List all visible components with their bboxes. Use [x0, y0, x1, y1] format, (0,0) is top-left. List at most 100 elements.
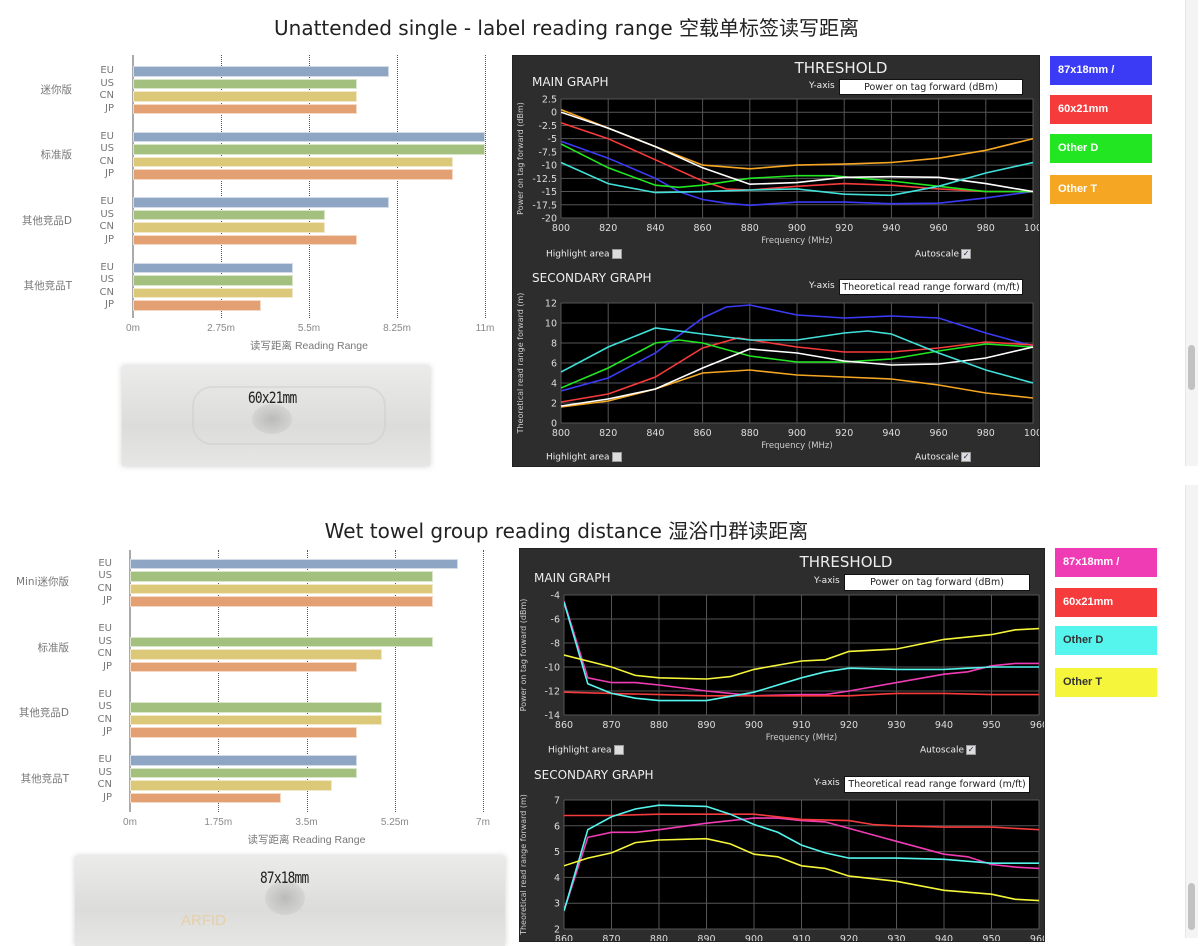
x-tick-label: 880 — [741, 223, 759, 234]
x-tick-label: 860 — [694, 428, 712, 439]
region-label: EU — [100, 196, 114, 207]
main-yaxis-select[interactable]: Power on tag forward (dBm) — [844, 574, 1030, 591]
y-tick-label: -14 — [544, 711, 560, 722]
secondary-highlight-area-checkbox[interactable]: Highlight area — [546, 452, 622, 463]
tag-label: 60x21mm — [248, 388, 297, 407]
checkbox-checked-icon[interactable]: ✓ — [961, 249, 972, 259]
scrollbar-thumb[interactable] — [1188, 883, 1195, 930]
bar-cn — [130, 780, 332, 791]
highlight-area-label: Highlight area — [546, 249, 610, 260]
graphs-svg-2: 860 870 880 890 900 910 920 930 940 950 960 -4 -6 -8 -… — [520, 591, 1044, 942]
tag-chip — [252, 404, 292, 434]
series-line-2 — [561, 143, 1033, 193]
tag-label: 87x18mm — [260, 868, 309, 887]
legend-item[interactable]: Other T — [1050, 175, 1152, 204]
main-autoscale-checkbox[interactable]: Autoscale ✓ — [915, 249, 972, 260]
legend-item[interactable]: 60x21mm — [1050, 95, 1152, 124]
region-label: JP — [103, 791, 112, 803]
bar-jp — [130, 596, 433, 607]
secondary-yaxis-select[interactable]: Theoretical read range forward (m/ft) — [844, 776, 1030, 793]
main-yaxis-label: Y-axis — [809, 81, 835, 91]
series-line-3 — [564, 837, 1039, 902]
x-tick-label: 11m — [475, 323, 495, 334]
region-label: EU — [100, 261, 114, 273]
y-tick-label: -5 — [548, 134, 557, 145]
scrollbar-section-2[interactable] — [1185, 485, 1198, 938]
tag-chip — [265, 881, 305, 915]
region-label: US — [100, 274, 114, 285]
legend-item[interactable]: 87x18mm / 87x21mm — [1055, 548, 1157, 597]
region-label: JP — [105, 233, 114, 245]
legend-item[interactable]: Other D — [1050, 134, 1152, 163]
series-line-3 — [564, 627, 1039, 680]
y-tick-label: 2.5 — [542, 95, 557, 106]
region-label: EU — [100, 65, 114, 76]
x-tick-label: 930 — [887, 720, 905, 731]
checkbox-checked-icon[interactable]: ✓ — [961, 452, 972, 462]
y-tick-label: 0 — [551, 419, 557, 430]
category-label: 其他竞品T — [23, 280, 72, 293]
x-tick-label: 910 — [792, 720, 810, 731]
autoscale-label: Autoscale — [920, 745, 965, 756]
series-line-1 — [561, 122, 1033, 193]
region-label: JP — [103, 660, 112, 672]
y-tick-label: 2 — [551, 399, 557, 410]
checkbox-checked-icon[interactable]: ✓ — [966, 745, 977, 755]
region-label: US — [98, 766, 112, 778]
x-tick-label: 940 — [935, 720, 953, 731]
bar-us — [133, 275, 293, 286]
x-tick-label: 840 — [646, 223, 664, 234]
x-tick-label: 920 — [835, 428, 853, 439]
y-tick-label: -12 — [544, 687, 560, 698]
x-tick-label: 940 — [882, 428, 900, 439]
checkbox-unchecked-icon[interactable] — [611, 249, 622, 259]
x-tick-label: 900 — [788, 223, 806, 234]
main-autoscale-checkbox[interactable]: Autoscale ✓ — [920, 745, 977, 756]
secondary-autoscale-checkbox[interactable]: Autoscale ✓ — [915, 452, 972, 463]
scrollbar-section-1[interactable] — [1185, 0, 1198, 466]
secondary-yaxis-select[interactable]: Theoretical read range forward (m/ft) — [839, 279, 1023, 295]
checkbox-unchecked-icon[interactable] — [611, 452, 622, 462]
region-label: CN — [97, 713, 112, 725]
x-tick-label: 820 — [599, 223, 617, 234]
x-axis-title: Frequency (MHz) — [766, 733, 837, 743]
main-highlight-area-checkbox[interactable]: Highlight area — [546, 249, 622, 260]
bar-jp — [130, 661, 357, 673]
main-graph-title: MAIN GRAPH — [534, 571, 611, 585]
legend-item[interactable]: Other T — [1055, 668, 1157, 697]
series-line-0 — [564, 817, 1039, 912]
bar-cn — [133, 222, 325, 233]
y-tick-label: -10 — [544, 663, 560, 674]
y-tick-label: 6 — [551, 359, 557, 370]
series-line-2 — [561, 339, 1033, 389]
series-line-4 — [561, 346, 1033, 407]
bar-chart-unattended-range: 0m 2.75m 5.5m 8.25m 11m 读写距离 Reading Range 迷你版… — [0, 0, 510, 360]
bar-eu — [130, 558, 458, 569]
y-axis-line — [129, 550, 131, 812]
x-tick-label: 880 — [650, 720, 668, 731]
y-tick-label: 3 — [554, 899, 560, 910]
gridline — [221, 55, 222, 318]
series-line-5 — [561, 327, 1033, 384]
x-tick-label: 920 — [835, 223, 853, 234]
y-tick-label: 6 — [554, 821, 560, 832]
series-line-2 — [564, 804, 1039, 912]
y-tick-label: 0 — [551, 108, 557, 119]
scrollbar-thumb[interactable] — [1188, 345, 1195, 390]
checkbox-unchecked-icon[interactable] — [613, 745, 624, 755]
x-tick-label: 920 — [840, 720, 858, 731]
legend-item[interactable]: 60x21mm — [1055, 588, 1157, 617]
main-yaxis-select[interactable]: Power on tag forward (dBm) — [839, 79, 1023, 95]
y-axis-title: Theoretical read range forward (m) — [520, 794, 528, 936]
main-highlight-area-checkbox[interactable]: Highlight area — [548, 745, 624, 756]
bar-us — [133, 144, 485, 155]
x-tick-label: 2.75m — [207, 323, 235, 334]
bar-eu — [133, 262, 293, 273]
y-tick-label: -10 — [541, 161, 557, 172]
y-axis-title: Power on tag forward (dBm) — [516, 102, 525, 215]
legend-item[interactable]: Other D — [1055, 626, 1157, 655]
highlight-area-label: Highlight area — [548, 745, 612, 756]
legend-item[interactable]: 87x18mm / 87x21mm — [1050, 56, 1152, 105]
x-tick-label: 900 — [788, 428, 806, 439]
x-axis-title: Frequency (MHz) — [761, 236, 832, 246]
